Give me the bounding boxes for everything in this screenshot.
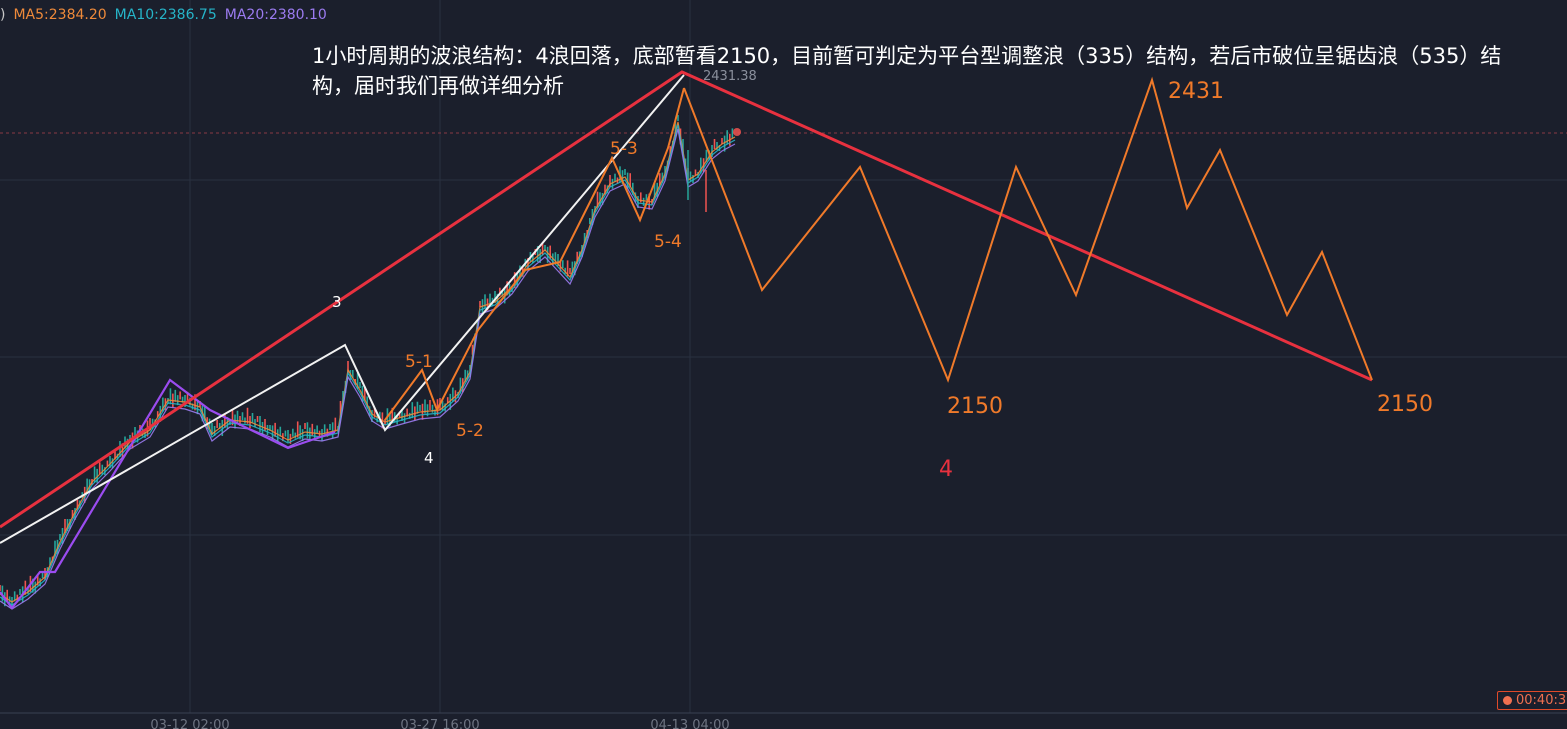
- legend-prefix: ): [0, 7, 6, 23]
- wave-label-5-1: 5-1: [405, 352, 433, 372]
- ma5-line: [0, 121, 736, 603]
- wave-label-4: 4: [424, 449, 434, 467]
- ma20-line: [0, 128, 736, 610]
- red-channel-line: [0, 70, 1373, 529]
- x-tick-label: 03-12 02:00: [150, 718, 229, 729]
- ma-legend: ) MA5:2384.20 MA10:2386.75 MA20:2380.10: [0, 7, 335, 23]
- purple-wave-line: [0, 378, 336, 610]
- wave-label-5-3: 5-3: [610, 139, 638, 159]
- last-price-dot: [733, 128, 741, 136]
- projection-wave-line: [683, 76, 1373, 383]
- wave-label-5-2: 5-2: [456, 421, 484, 441]
- countdown-timer: 00:40:31: [1497, 691, 1567, 710]
- ma20-label: MA20:2380.10: [224, 7, 327, 23]
- orange-wave-line: [384, 87, 685, 421]
- wave-label-5-4: 5-4: [654, 232, 682, 252]
- x-tick-label: 04-13 04:00: [650, 718, 729, 729]
- target-label-2150-b: 2150: [1377, 392, 1433, 417]
- ma10-label: MA10:2386.75: [114, 7, 217, 23]
- ma5-label: MA5:2384.20: [13, 7, 107, 23]
- ma10-line: [0, 124, 736, 606]
- wave-label-3: 3: [332, 293, 342, 311]
- target-label-2150-a: 2150: [947, 394, 1003, 419]
- timer-value: 00:40:31: [1516, 693, 1567, 708]
- target-label-2431: 2431: [1168, 79, 1224, 104]
- clock-icon: [1503, 696, 1512, 705]
- analysis-headline: 1小时周期的波浪结构：4浪回落，底部暂看2150，目前暂可判定为平台型调整浪（3…: [312, 44, 1502, 98]
- x-tick-label: 03-27 16:00: [400, 718, 479, 729]
- wave-label-red-4: 4: [939, 457, 953, 482]
- white-wave-line: [0, 74, 685, 544]
- high-price-marker: 2431.38: [703, 69, 757, 84]
